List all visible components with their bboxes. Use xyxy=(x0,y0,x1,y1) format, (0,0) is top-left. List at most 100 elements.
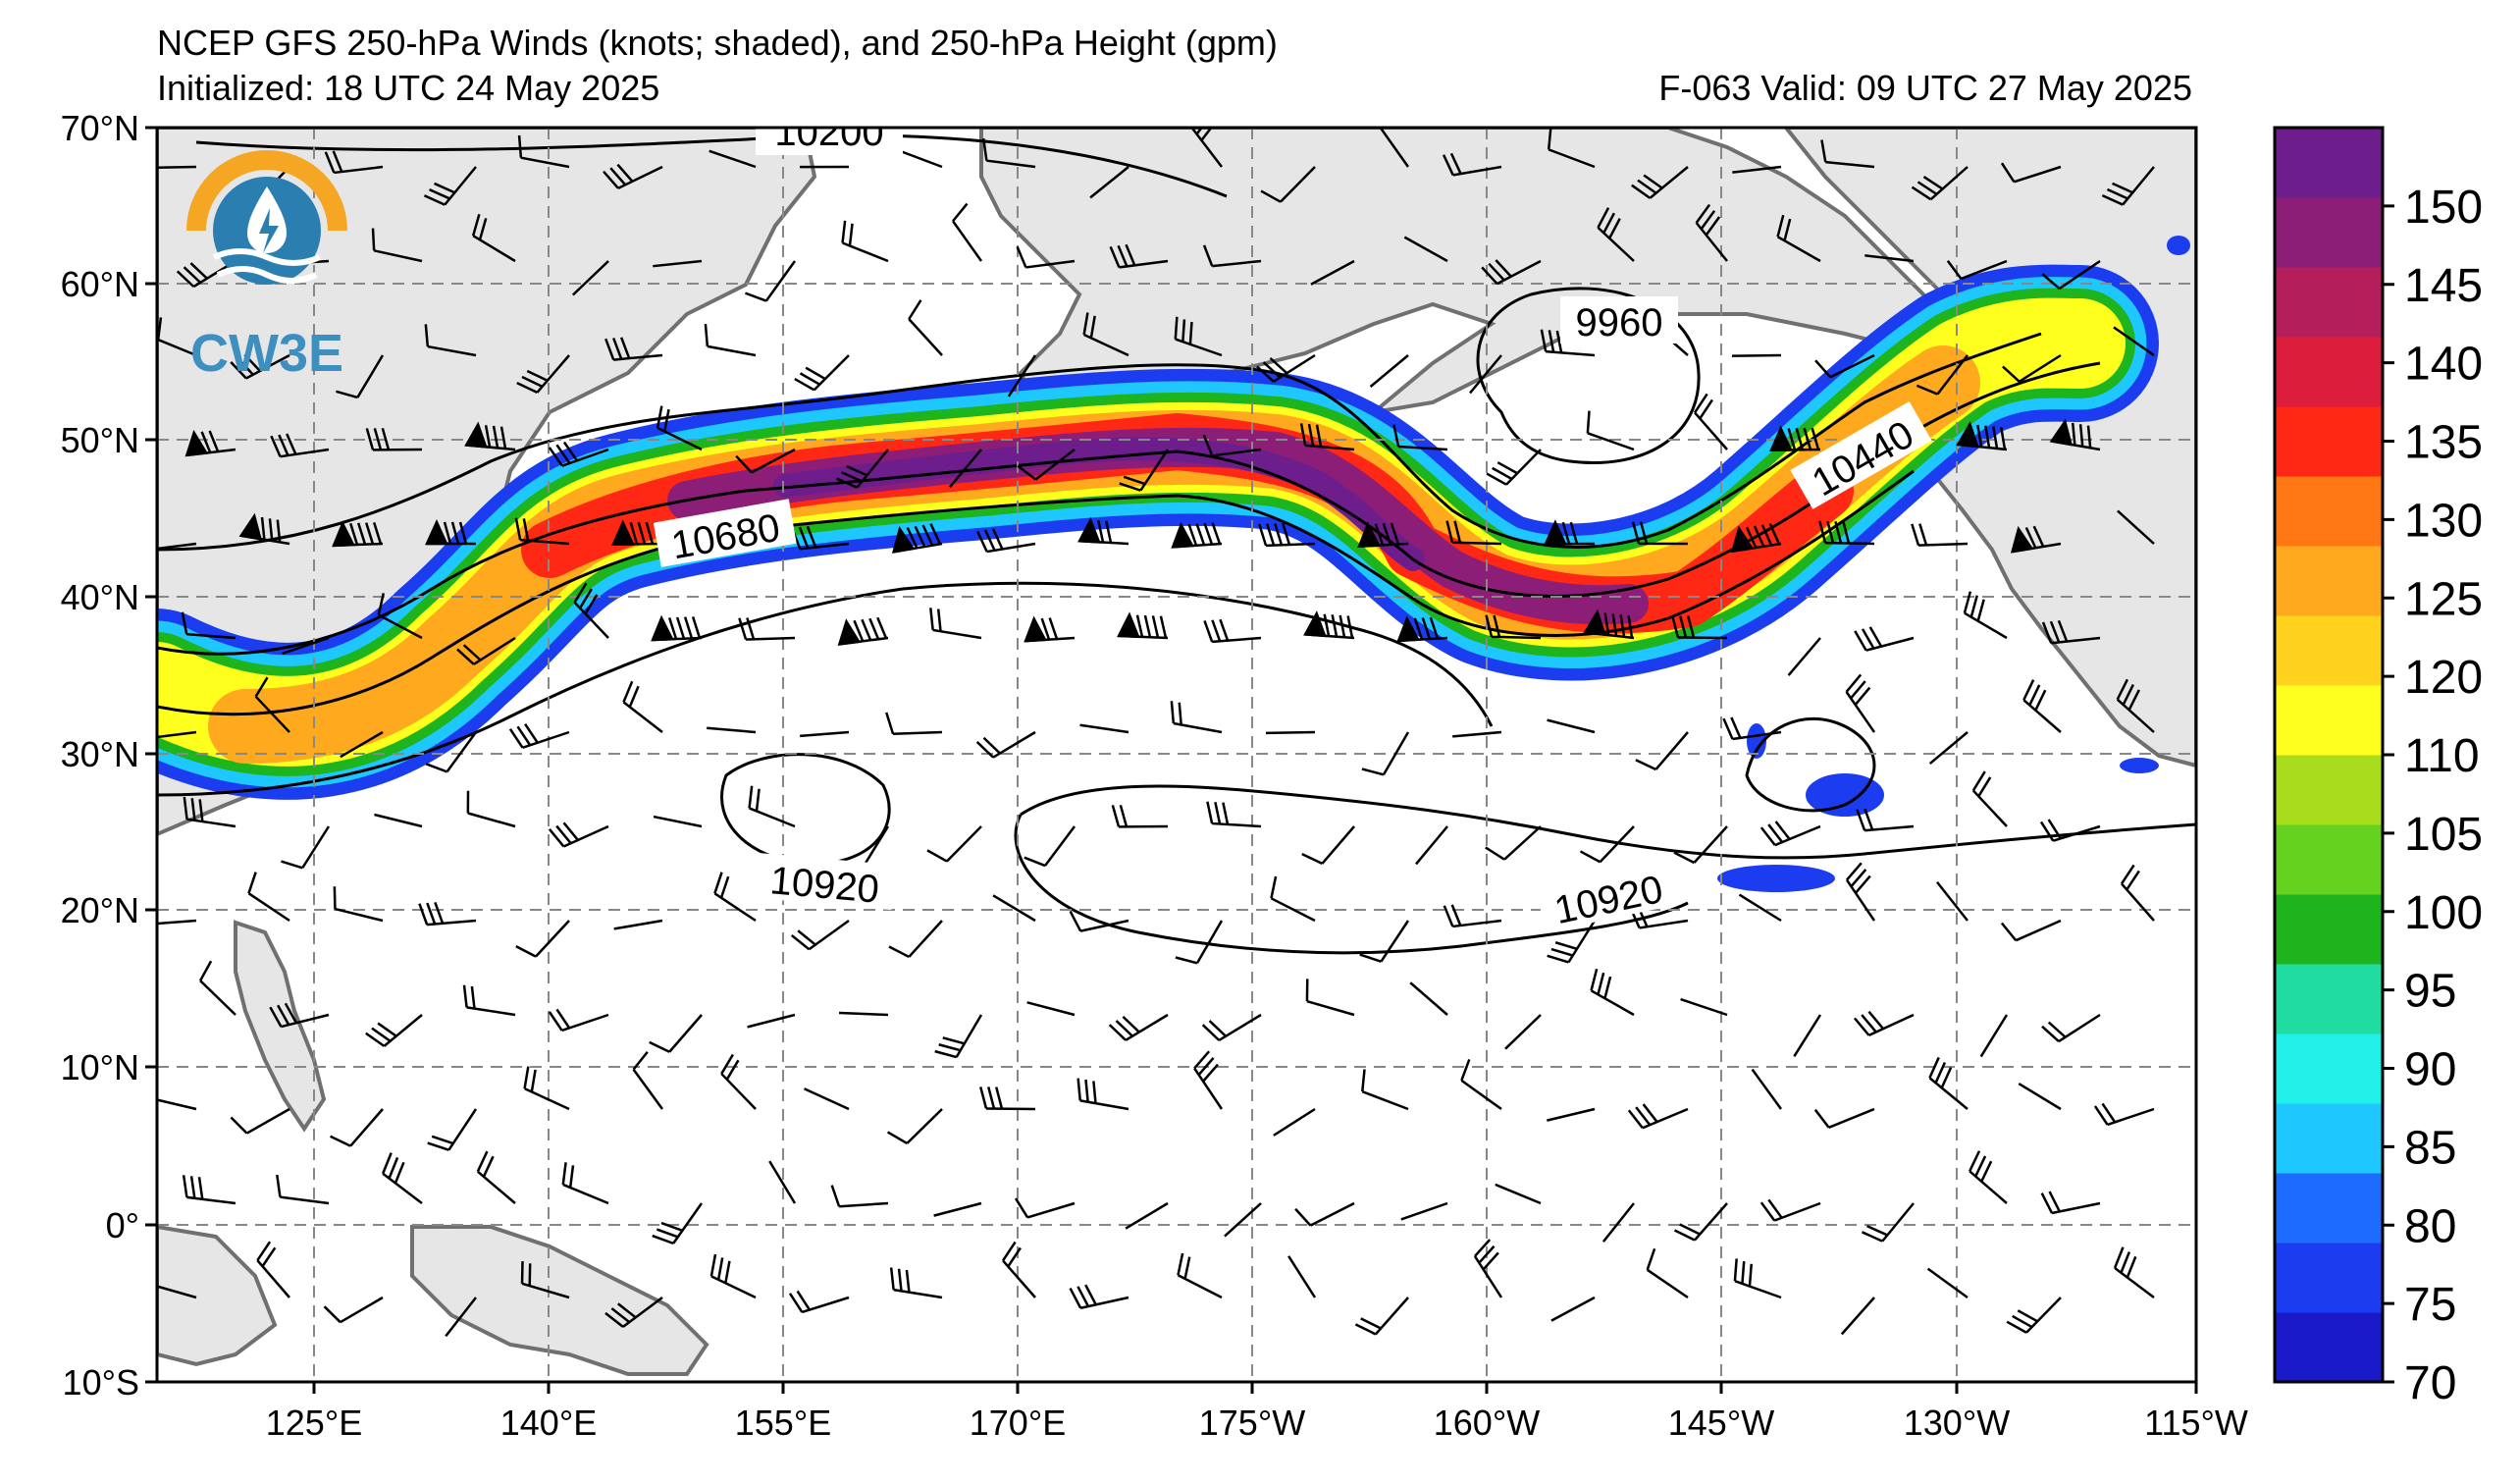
wind-barb xyxy=(276,1174,330,1205)
wind-barb xyxy=(476,1150,516,1204)
wind-barb xyxy=(1928,1056,1969,1110)
wind-barb xyxy=(1853,1010,1915,1037)
wind-barb xyxy=(1014,1197,1076,1219)
wind-barb xyxy=(649,1014,703,1053)
wind-barb xyxy=(611,519,663,546)
lon-label-160w: 160°W xyxy=(1434,1403,1540,1443)
wind-barb xyxy=(377,593,423,640)
contour-10800 xyxy=(157,581,1494,797)
indonesia-land xyxy=(157,1224,278,1367)
alaska-land xyxy=(979,128,1956,416)
wind-barb xyxy=(2101,166,2155,206)
colorbar-segment xyxy=(2275,197,2383,268)
wind-barbs xyxy=(157,128,2155,1338)
wind-barb xyxy=(561,1162,609,1205)
wind-barb xyxy=(1928,731,1969,766)
wind-barb xyxy=(1840,1297,1875,1336)
wind-barb xyxy=(1971,770,2008,827)
wind-barb xyxy=(157,1096,197,1111)
patch-hawaii xyxy=(1747,723,1766,759)
wind-barb xyxy=(1294,1201,1355,1227)
wind-barb xyxy=(2000,162,2062,184)
wind-barb xyxy=(230,353,290,380)
wind-barb xyxy=(885,712,943,736)
colorbar-label: 150 xyxy=(2404,182,2483,234)
wind-barb xyxy=(2002,353,2062,383)
wind-barb xyxy=(830,1185,889,1208)
wind-barb xyxy=(979,1086,1036,1111)
wind-barb xyxy=(1963,591,2008,640)
wind-barb xyxy=(1547,718,1596,734)
wind-barb xyxy=(1270,875,1316,923)
wind-barb xyxy=(1310,259,1355,286)
wind-barb xyxy=(1069,1284,1129,1309)
wind-barb xyxy=(1473,1239,1503,1298)
wind-barb xyxy=(548,821,609,848)
wind-barb xyxy=(418,901,477,927)
colorbar-ticks: 70 75 80 85 90 95 100 105 110 120 125 130 135 140 145 1… xyxy=(2383,182,2483,1409)
wind-barb xyxy=(2040,1191,2101,1215)
wind-barb xyxy=(1001,1241,1036,1298)
wind-barb xyxy=(1203,618,1262,644)
wind-barb xyxy=(1814,353,1875,379)
wind-barb xyxy=(1751,1068,1783,1110)
colorbar-label: 80 xyxy=(2404,1200,2456,1252)
map-panel: 10200 9960 10680 10440 10920 10920 xyxy=(157,128,2196,1382)
wind-barb xyxy=(768,1160,797,1204)
wind-barb xyxy=(371,228,423,263)
wind-barb xyxy=(425,731,478,773)
wind-barb xyxy=(2010,525,2062,554)
wind-barb xyxy=(1202,244,1262,268)
wind-barb xyxy=(738,617,796,641)
wind-barb xyxy=(836,449,889,489)
wind-barb xyxy=(1722,716,1782,741)
wind-barb xyxy=(1550,1296,1596,1322)
wind-barb xyxy=(1258,522,1316,548)
wind-barb xyxy=(1635,731,1689,771)
wind-barb xyxy=(182,1175,236,1205)
lat-label-10s: 10°S xyxy=(63,1362,139,1403)
wind-barb xyxy=(908,299,943,356)
wind-barb xyxy=(1007,354,1037,397)
wind-barb xyxy=(1673,825,1728,865)
wind-barb xyxy=(1969,1150,2008,1204)
wind-barb xyxy=(1769,425,1821,452)
wind-barb xyxy=(1597,207,1635,262)
wind-barb xyxy=(157,165,197,170)
wind-barb xyxy=(981,137,1036,169)
wind-barb xyxy=(1680,997,1728,1017)
wind-barb xyxy=(2022,679,2062,733)
colorbar-label: 95 xyxy=(2404,966,2456,1018)
wind-barb xyxy=(651,614,703,642)
wind-barb xyxy=(1117,611,1169,640)
wind-barb xyxy=(1415,825,1448,866)
wind-barb xyxy=(1730,522,1782,554)
wind-barb xyxy=(1409,981,1448,1016)
wind-barb xyxy=(1776,214,1821,263)
wind-barb xyxy=(838,1011,889,1017)
contour-9960 xyxy=(1476,287,1701,464)
wind-barb xyxy=(1845,862,1876,922)
lat-label-30n: 30°N xyxy=(61,734,139,774)
wind-barb xyxy=(2120,864,2155,922)
wind-barb xyxy=(1540,329,1596,357)
lat-label-0: 0° xyxy=(106,1205,139,1245)
axis-ticks xyxy=(145,126,2198,1394)
wind-barb xyxy=(2000,919,2062,942)
wind-barb xyxy=(2113,326,2155,357)
patch-subtropical-east-2 xyxy=(1717,865,1835,892)
lon-label-170e: 170°E xyxy=(970,1403,1066,1443)
lon-label-145w: 145°W xyxy=(1668,1403,1774,1443)
wind-barb xyxy=(520,1261,570,1299)
wind-barb xyxy=(1024,825,1076,868)
wind-barb xyxy=(2041,259,2101,291)
wind-barb xyxy=(2116,678,2155,733)
wind-barb xyxy=(427,1108,478,1151)
wind-barb xyxy=(571,260,609,296)
wind-barb xyxy=(707,726,757,734)
wind-barb xyxy=(1547,128,1596,169)
wind-barb xyxy=(1590,968,1635,1017)
wind-barb xyxy=(270,433,330,458)
wind-barb xyxy=(603,163,663,189)
jet-band-150 xyxy=(773,437,1425,571)
